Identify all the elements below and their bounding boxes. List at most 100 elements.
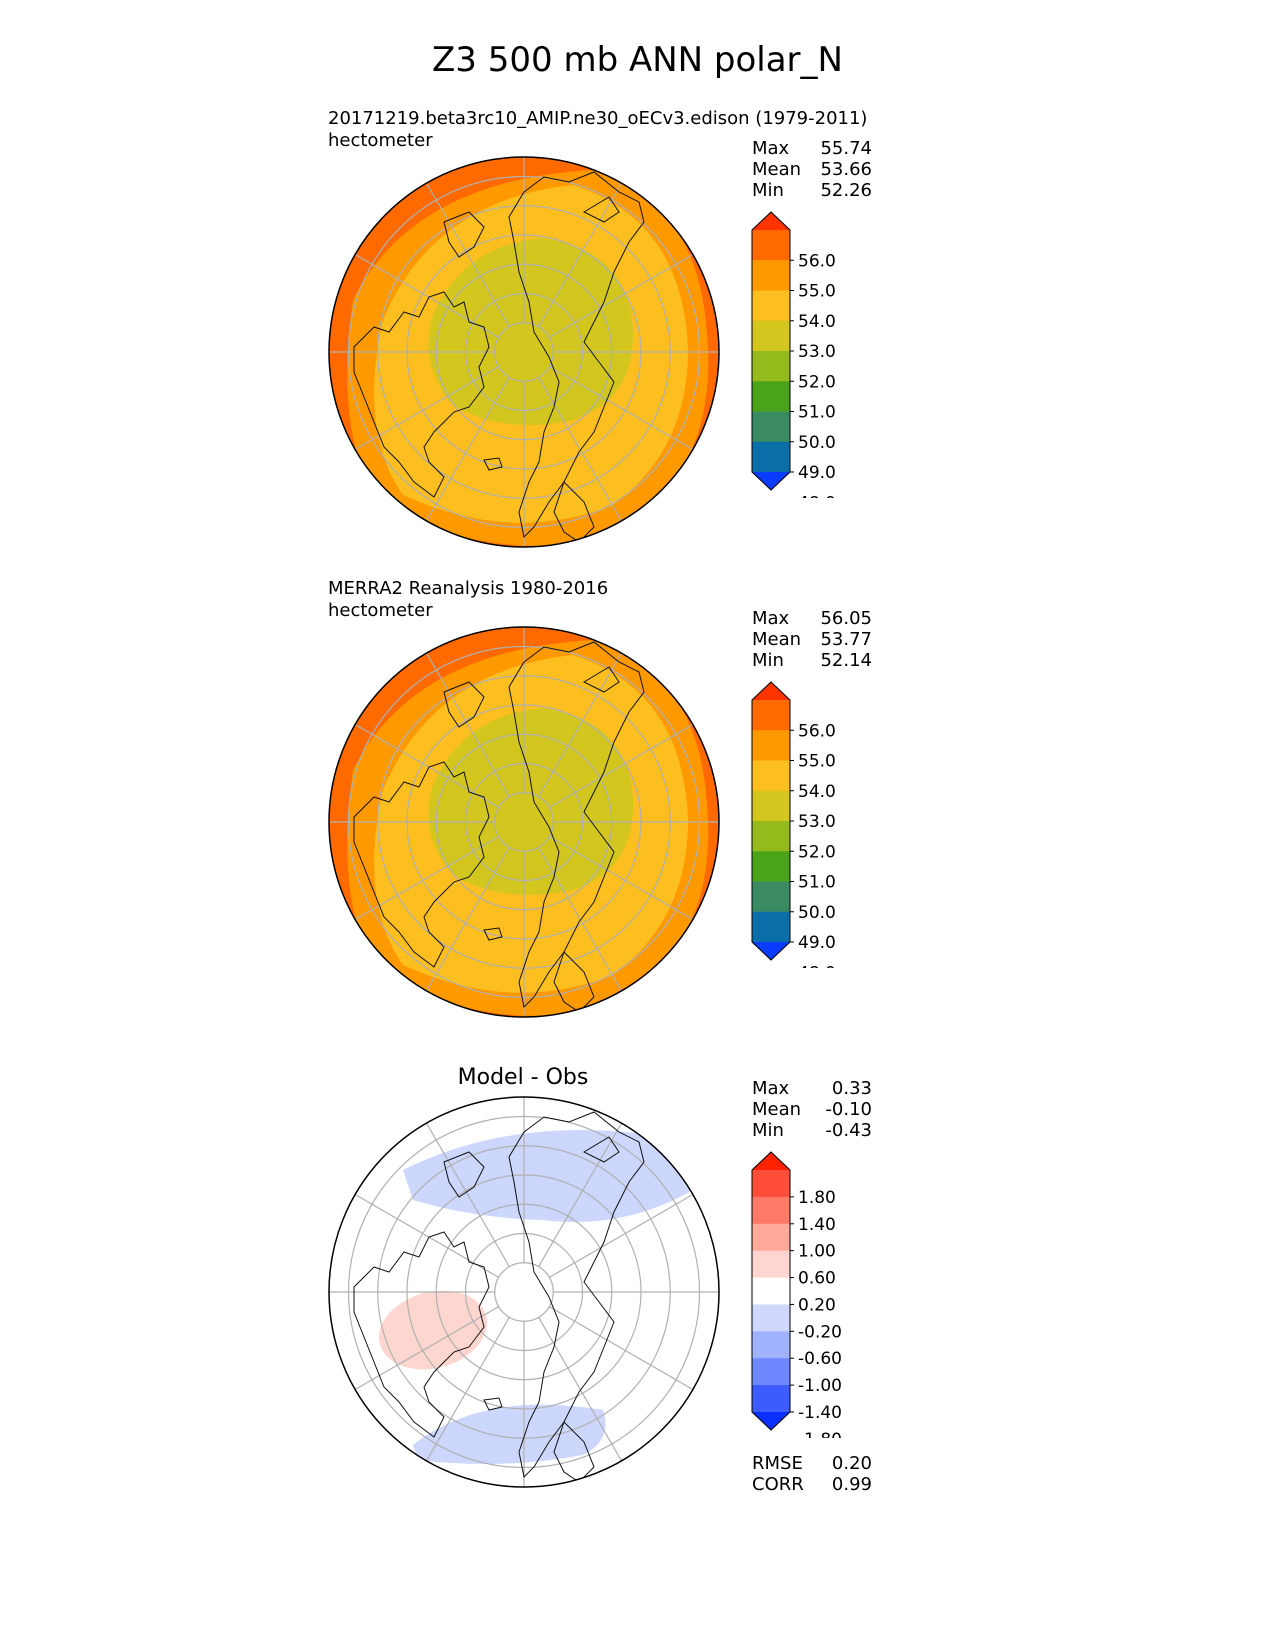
panel3-min-value: -0.43	[825, 1120, 872, 1141]
colorbar-tick-label: 50.0	[798, 433, 836, 453]
colorbar-tick-label: 56.0	[798, 251, 836, 271]
panel2-min-label: Min	[752, 650, 784, 671]
colorbar-tick-label: -1.00	[798, 1376, 842, 1396]
panel3-max-label: Max	[752, 1078, 790, 1099]
colorbar-tick-label: 55.0	[798, 752, 836, 772]
meridian-line	[549, 1193, 694, 1278]
panel2-title: MERRA2 Reanalysis 1980-2016	[328, 578, 609, 599]
corr-label: CORR	[752, 1474, 804, 1495]
colorbar-obs: 56.0 55.0 54.0 53.0 52.0 51.0 50.0 49.0 48.0	[751, 681, 836, 968]
colorbar-segment	[752, 1223, 790, 1252]
colorbar-extend-min	[752, 1412, 790, 1430]
panel1-min-value: 52.26	[820, 180, 872, 201]
colorbar-tick-label: 56.0	[798, 721, 836, 741]
coastline	[353, 761, 490, 968]
map-border	[328, 156, 720, 548]
figure-title: Z3 500 mb ANN polar_N	[432, 40, 843, 80]
panel2-max-label: Max	[752, 608, 790, 629]
coastline	[443, 1151, 485, 1198]
meridian-line	[425, 847, 510, 992]
colorbar-segment	[752, 881, 790, 913]
meridian-line	[549, 836, 694, 921]
coastline	[483, 927, 503, 941]
meridian-line	[549, 253, 694, 338]
panel2-units: hectometer	[328, 600, 433, 621]
meridian-line	[549, 1306, 694, 1391]
rmse-value: 0.20	[831, 1453, 872, 1474]
colorbar-segment	[752, 351, 790, 382]
meridian-line	[538, 652, 623, 797]
meridian-line	[538, 182, 623, 327]
colorbar-segment	[752, 381, 790, 412]
panel3-title: Model - Obs	[457, 1065, 589, 1090]
colorbar-tick-label: 51.0	[798, 873, 836, 893]
coastline	[483, 457, 503, 471]
colorbar-segment	[752, 851, 790, 882]
colorbar-tick-label: 0.20	[798, 1295, 836, 1315]
panel1-min-label: Min	[752, 180, 784, 201]
panel1-max-label: Max	[752, 138, 790, 159]
coastline	[582, 196, 620, 223]
colorbar-tick-label: 49.0	[798, 933, 836, 953]
coastline	[582, 1136, 620, 1163]
colorbar-segment	[752, 1277, 790, 1305]
colorbar-segment	[752, 1250, 790, 1279]
meridian-line	[425, 377, 510, 522]
colorbar-segment	[752, 230, 790, 261]
coastline	[443, 681, 485, 728]
map-field	[329, 1097, 719, 1487]
meridian-line	[549, 723, 694, 808]
rmse-label: RMSE	[752, 1453, 803, 1474]
map-border	[328, 1096, 720, 1488]
coastline	[508, 171, 645, 539]
colorbar-segment	[752, 760, 790, 792]
colorbar-tick-label: 48.0	[798, 493, 836, 498]
colorbar-segment	[752, 290, 790, 322]
colorbar-segment	[752, 1304, 790, 1332]
meridian-line	[538, 847, 623, 992]
colorbar-tick-label: 0.60	[798, 1269, 836, 1289]
map-field	[329, 157, 719, 547]
colorbar-segment	[752, 1331, 790, 1359]
panel3-min-label: Min	[752, 1120, 784, 1141]
colorbar-segment	[752, 1385, 790, 1413]
panel2-mean-label: Mean	[752, 629, 802, 650]
colorbar-tick-label: 1.40	[798, 1215, 836, 1235]
colorbar-segment	[752, 1358, 790, 1386]
colorbar-segment	[752, 411, 790, 443]
coastline	[508, 1111, 645, 1479]
colorbar-segment	[752, 790, 790, 822]
colorbar-tick-label: 53.0	[798, 812, 836, 832]
coastline	[443, 211, 485, 258]
colorbar-tick-label: -0.20	[798, 1322, 842, 1342]
colorbar-model: 56.0 55.0 54.0 53.0 52.0 51.0 50.0 49.0 48.0	[751, 211, 836, 498]
colorbar-tick-label: 52.0	[798, 842, 836, 862]
panel3-max-value: 0.33	[831, 1078, 872, 1099]
colorbar-tick-label: -1.80	[798, 1430, 842, 1438]
panel1-max-value: 55.74	[820, 138, 872, 159]
coastline	[483, 1397, 503, 1411]
colorbar-extend-max	[752, 682, 790, 700]
colorbar-segment	[752, 821, 790, 852]
colorbar-tick-label: 54.0	[798, 782, 836, 802]
colorbar-tick-label: -1.40	[798, 1403, 842, 1423]
colorbar-segment	[752, 730, 790, 761]
panel2-mean-value: 53.77	[820, 629, 872, 650]
map-border	[328, 626, 720, 1018]
map-obs	[328, 626, 720, 1018]
negative-anomaly-south	[413, 1404, 606, 1464]
colorbar-tick-label: 50.0	[798, 903, 836, 923]
colorbar-segment	[752, 320, 790, 352]
panel1-units: hectometer	[328, 130, 433, 151]
meridian-line	[425, 1122, 510, 1267]
meridian-line	[425, 652, 510, 797]
meridian-line	[538, 377, 623, 522]
corr-value: 0.99	[831, 1474, 872, 1495]
panel1-title: 20171219.beta3rc10_AMIP.ne30_oECv3.ediso…	[328, 108, 868, 129]
panel1-mean-label: Mean	[752, 159, 802, 180]
colorbar-segment	[752, 1170, 790, 1198]
map-model	[328, 156, 720, 548]
colorbar-segment	[752, 700, 790, 731]
coastline	[353, 1231, 490, 1438]
meridian-line	[425, 1317, 510, 1462]
